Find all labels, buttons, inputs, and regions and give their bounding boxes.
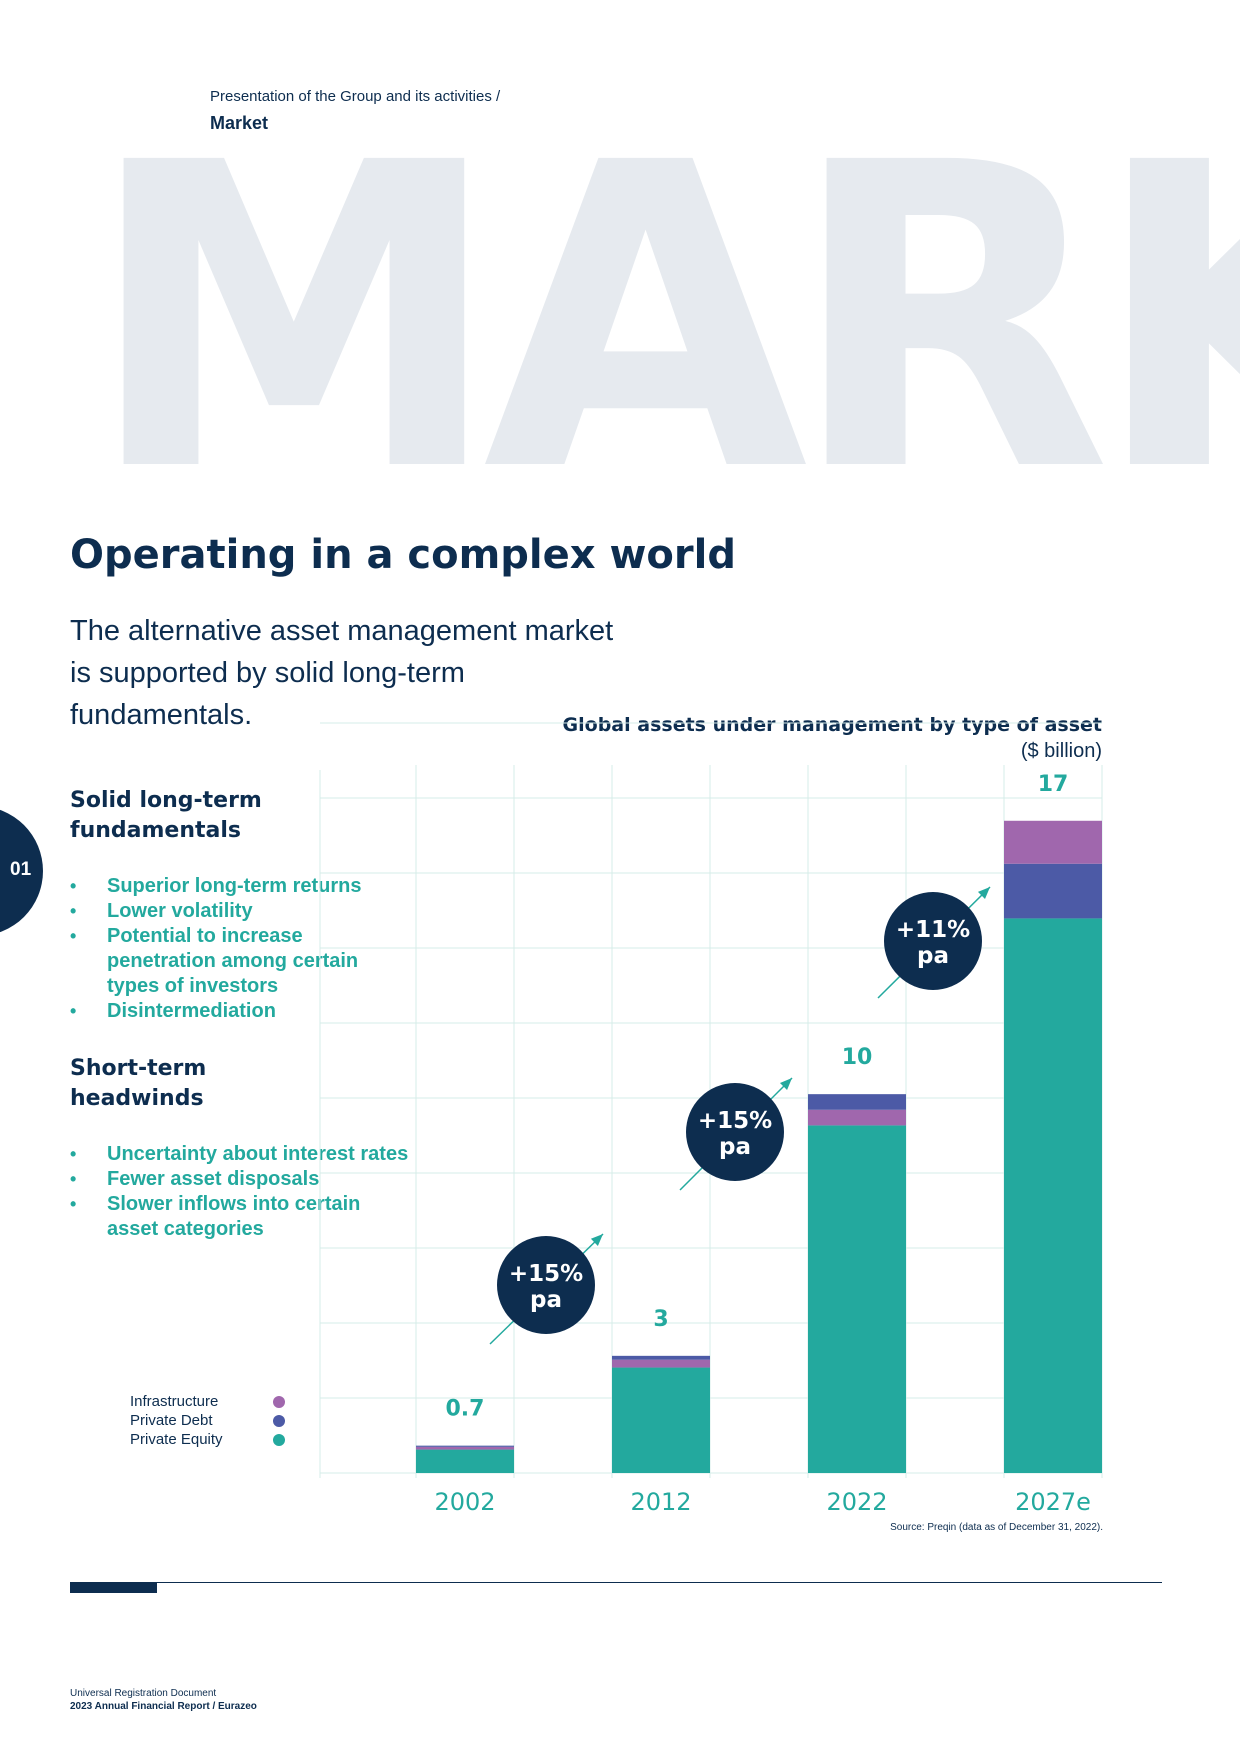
headwinds-heading: Short-term headwinds: [70, 1056, 207, 1111]
chart-source: Source: Preqin (data as of December 31, …: [890, 1522, 1103, 1533]
list-item: Slower inflows into certain asset catego…: [70, 1192, 410, 1242]
x-tick-label: 2002: [434, 1488, 495, 1516]
bar-total-label: 3: [653, 1307, 668, 1332]
footer-divider: [70, 1582, 1162, 1583]
growth-rate-label: +15%: [698, 1108, 772, 1134]
breadcrumb-section: Market: [210, 113, 269, 133]
chart-legend: Infrastructure Private Debt Private Equi…: [130, 1393, 285, 1450]
bar-segment-infrastructure: [612, 1359, 710, 1368]
headwinds-list: Uncertainty about interest rates Fewer a…: [70, 1142, 410, 1242]
list-item: Potential to increase penetration among …: [70, 924, 410, 999]
growth-badge: [884, 892, 982, 990]
bar-total-label: 0.7: [446, 1397, 485, 1422]
x-tick-label: 2027e: [1015, 1488, 1091, 1516]
growth-badge: [497, 1236, 595, 1334]
footer-report-title: 2023 Annual Financial Report / Eurazeo: [70, 1701, 257, 1712]
intro-text: The alternative asset management market …: [70, 615, 614, 731]
chart-title: Global assets under management by type o…: [562, 714, 1102, 736]
bar-segment-private-equity: [612, 1367, 710, 1473]
legend-item-private-debt: Private Debt: [130, 1412, 285, 1430]
bar-segment-private-debt: [612, 1355, 710, 1360]
legend-item-private-equity: Private Equity: [130, 1431, 285, 1449]
growth-period-label: pa: [917, 943, 949, 969]
growth-rate-label: +15%: [509, 1261, 583, 1287]
growth-badge: [686, 1083, 784, 1181]
growth-arrow-head-icon: [590, 1234, 603, 1246]
list-item: Lower volatility: [70, 899, 410, 924]
legend-label: Private Debt: [130, 1412, 213, 1429]
chart-unit: ($ billion): [1020, 740, 1102, 762]
bar-segment-private-debt: [808, 1094, 906, 1110]
footer-doc-title: Universal Registration Document: [70, 1688, 217, 1699]
list-item: Uncertainty about interest rates: [70, 1142, 410, 1167]
legend-item-infrastructure: Infrastructure: [130, 1393, 285, 1411]
chapter-number: 01: [10, 859, 32, 880]
breadcrumb-parent: Presentation of the Group and its activi…: [210, 88, 501, 105]
growth-arrow-head-icon: [779, 1078, 792, 1091]
list-item: Disintermediation: [70, 999, 410, 1024]
growth-rate-label: +11%: [896, 917, 970, 943]
bar-segment-private-equity: [416, 1449, 514, 1473]
legend-label: Private Equity: [130, 1431, 223, 1448]
legend-dot-icon: [273, 1415, 285, 1427]
growth-period-label: pa: [530, 1287, 562, 1313]
legend-dot-icon: [273, 1396, 285, 1408]
x-tick-label: 2022: [826, 1488, 887, 1516]
bar-segment-private-debt: [416, 1445, 514, 1447]
bar-segment-private-equity: [808, 1125, 906, 1473]
bar-segment-private-debt: [1004, 863, 1102, 919]
bar-segment-infrastructure: [1004, 820, 1102, 864]
bar-segment-infrastructure: [808, 1109, 906, 1126]
legend-label: Infrastructure: [130, 1393, 219, 1410]
x-tick-label: 2012: [630, 1488, 691, 1516]
list-item: Superior long-term returns: [70, 874, 410, 899]
bar-segment-private-equity: [1004, 918, 1102, 1473]
bar-total-label: 17: [1038, 772, 1069, 797]
footer-divider-accent: [70, 1582, 157, 1593]
legend-dot-icon: [273, 1434, 285, 1446]
growth-arrow-head-icon: [977, 887, 990, 899]
list-item: Fewer asset disposals: [70, 1167, 410, 1192]
bar-total-label: 10: [842, 1045, 873, 1070]
fundamentals-heading: Solid long-term fundamentals: [70, 788, 262, 843]
page-title: Operating in a complex world: [70, 532, 736, 578]
fundamentals-list: Superior long-term returns Lower volatil…: [70, 874, 410, 1024]
growth-period-label: pa: [719, 1134, 751, 1160]
bar-segment-infrastructure: [416, 1446, 514, 1450]
watermark-text: MARK: [85, 110, 1240, 490]
